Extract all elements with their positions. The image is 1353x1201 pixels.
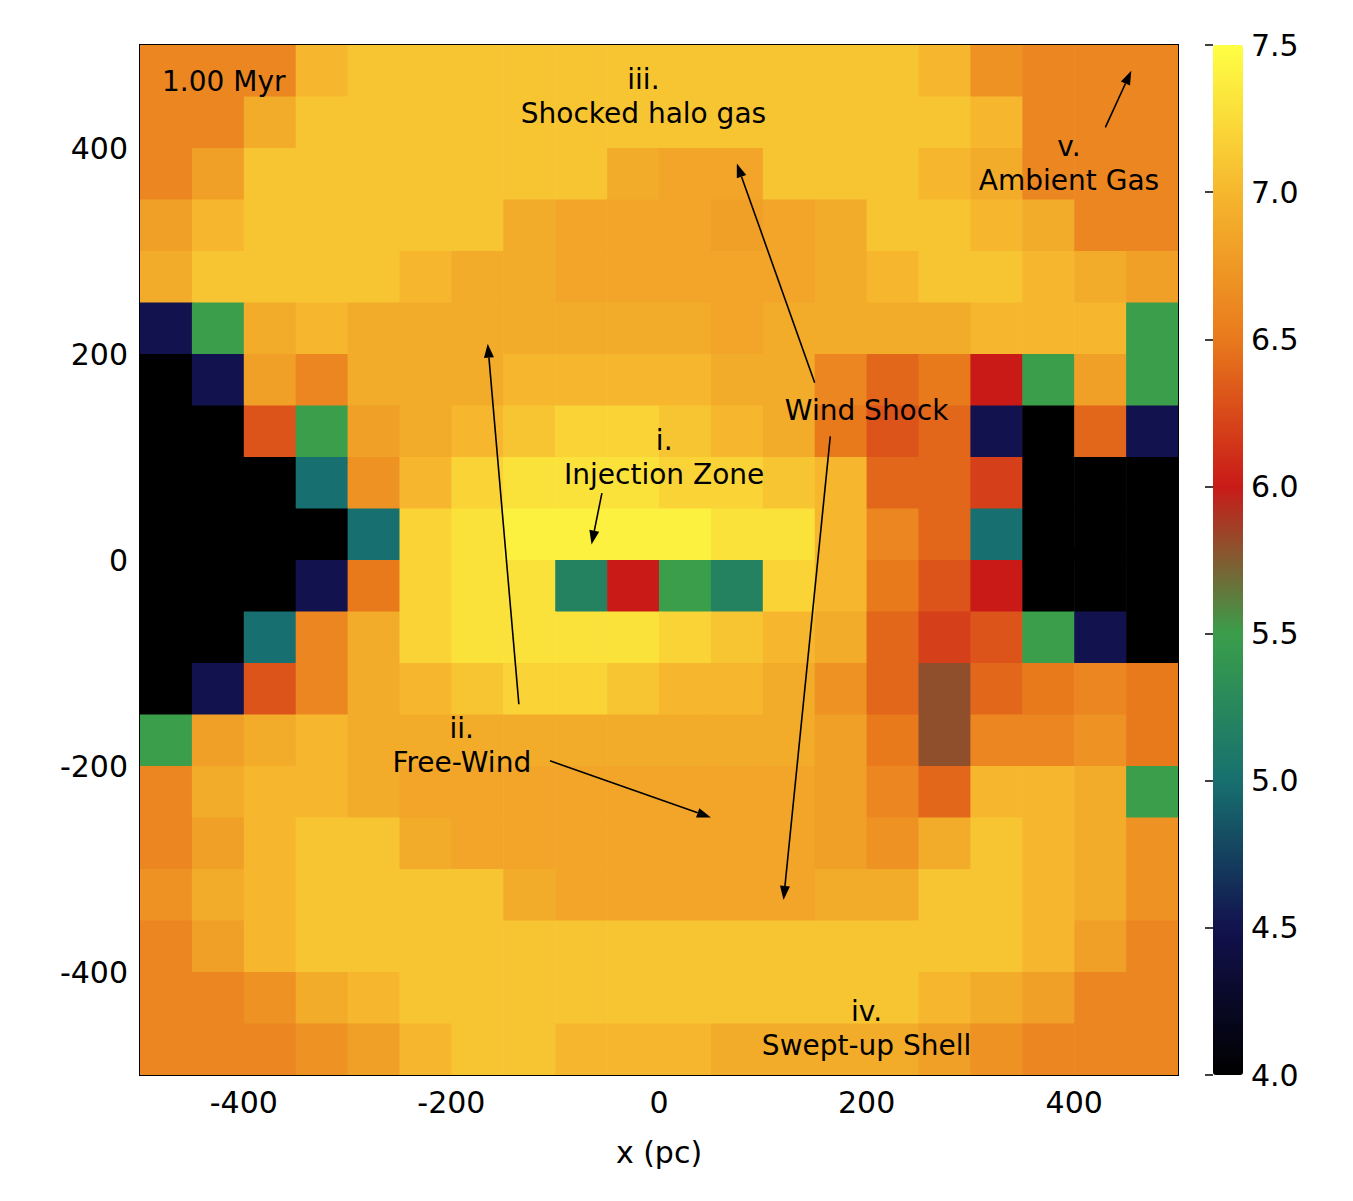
svg-text:4.5: 4.5 — [1251, 910, 1299, 945]
svg-text:Free-Wind: Free-Wind — [392, 746, 531, 779]
svg-text:Wind Shock: Wind Shock — [785, 394, 949, 427]
svg-text:6.0: 6.0 — [1251, 469, 1299, 504]
svg-text:7.0: 7.0 — [1251, 175, 1299, 210]
svg-text:i.: i. — [656, 424, 673, 457]
svg-text:ii.: ii. — [450, 712, 474, 745]
svg-text:iii.: iii. — [627, 63, 659, 96]
svg-text:0: 0 — [109, 543, 128, 578]
svg-text:400: 400 — [71, 131, 128, 166]
svg-text:-200: -200 — [60, 749, 128, 784]
svg-text:-200: -200 — [417, 1085, 485, 1120]
svg-text:0: 0 — [649, 1085, 668, 1120]
svg-text:200: 200 — [71, 337, 128, 372]
svg-text:6.5: 6.5 — [1251, 322, 1299, 357]
svg-text:Ambient Gas: Ambient Gas — [979, 164, 1159, 197]
svg-text:4.0: 4.0 — [1251, 1058, 1299, 1093]
svg-text:7.5: 7.5 — [1251, 28, 1299, 63]
svg-text:v.: v. — [1057, 130, 1080, 163]
svg-text:200: 200 — [838, 1085, 895, 1120]
svg-text:Injection Zone: Injection Zone — [564, 458, 764, 491]
svg-text:iv.: iv. — [851, 995, 882, 1028]
svg-text:400: 400 — [1046, 1085, 1103, 1120]
svg-text:-400: -400 — [60, 955, 128, 990]
svg-text:x (pc): x (pc) — [616, 1135, 702, 1170]
svg-text:5.0: 5.0 — [1251, 763, 1299, 798]
svg-text:Shocked halo gas: Shocked halo gas — [521, 97, 766, 130]
svg-text:1.00 Myr: 1.00 Myr — [162, 65, 286, 98]
svg-text:Swept-up Shell: Swept-up Shell — [762, 1029, 971, 1062]
svg-text:-400: -400 — [210, 1085, 278, 1120]
svg-text:5.5: 5.5 — [1251, 616, 1299, 651]
